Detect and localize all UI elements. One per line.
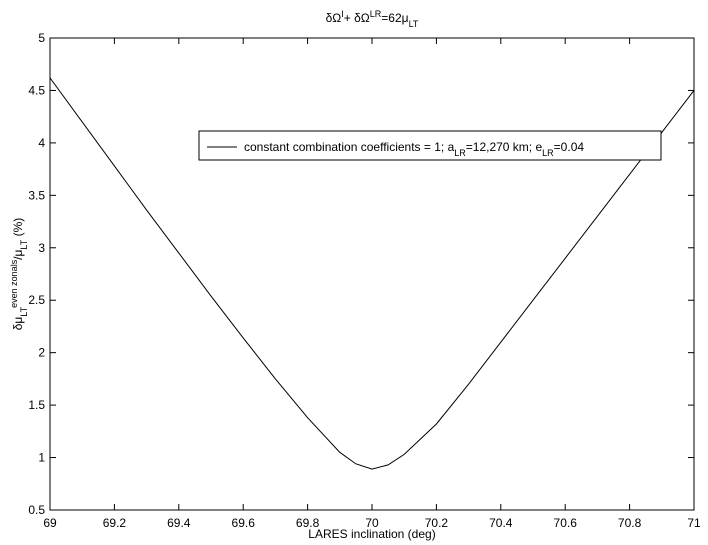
text-run: =62μ	[381, 11, 408, 25]
y-axis-label: δμLTeven zonals/μLT (%)	[9, 218, 29, 331]
text-run: =0.04	[554, 140, 585, 154]
text-run: (%)	[11, 218, 25, 240]
text-run: LT	[19, 306, 29, 316]
legend-box	[198, 130, 662, 161]
text-run: LR	[454, 148, 466, 158]
text-run: LT	[409, 19, 419, 29]
x-tick-label: 70	[365, 516, 379, 530]
x-tick-label: 69.8	[296, 516, 320, 530]
x-tick-label: 70.6	[554, 516, 578, 530]
y-tick-label: 0.5	[28, 503, 45, 517]
x-tick-label: 70.2	[425, 516, 449, 530]
text-run: /μ	[11, 249, 25, 259]
y-tick-label: 3.5	[28, 188, 45, 202]
text-run: even zonals	[9, 259, 19, 308]
data-line	[49, 77, 695, 470]
x-tick-label: 69.6	[232, 516, 256, 530]
text-run: LT	[19, 239, 29, 249]
y-tick-label: 4	[38, 136, 45, 150]
text-run: constant combination coefficients = 1; a	[244, 140, 455, 154]
y-tick-label: 1	[38, 451, 45, 465]
y-tick-label: 2	[38, 346, 45, 360]
y-tick-label: 3	[38, 241, 45, 255]
legend: constant combination coefficients = 1; a…	[198, 130, 662, 161]
text-run: δΩ	[326, 11, 342, 25]
text-run: =12,270 km; e	[466, 140, 543, 154]
text-run: + δΩ	[344, 11, 370, 25]
x-axis-label: LARES inclination (deg)	[308, 527, 435, 541]
text-run: LR	[370, 9, 382, 19]
x-tick-label: 70.8	[618, 516, 642, 530]
x-tick-label: 70.4	[489, 516, 513, 530]
x-tick-label: 69	[43, 516, 57, 530]
x-tick-label: 71	[687, 516, 701, 530]
text-run: I	[341, 9, 344, 19]
y-tick-label: 5	[38, 31, 45, 45]
text-run: δμ	[11, 317, 25, 331]
text-run: LR	[542, 148, 554, 158]
chart-title: δΩI+ δΩLR=62μLT	[326, 9, 419, 29]
x-tick-label: 69.4	[167, 516, 191, 530]
legend-label: constant combination coefficients = 1; a…	[244, 140, 584, 158]
x-tick-label: 69.2	[103, 516, 127, 530]
y-tick-label: 2.5	[28, 293, 45, 307]
y-tick-label: 4.5	[28, 83, 45, 97]
y-tick-label: 1.5	[28, 398, 45, 412]
